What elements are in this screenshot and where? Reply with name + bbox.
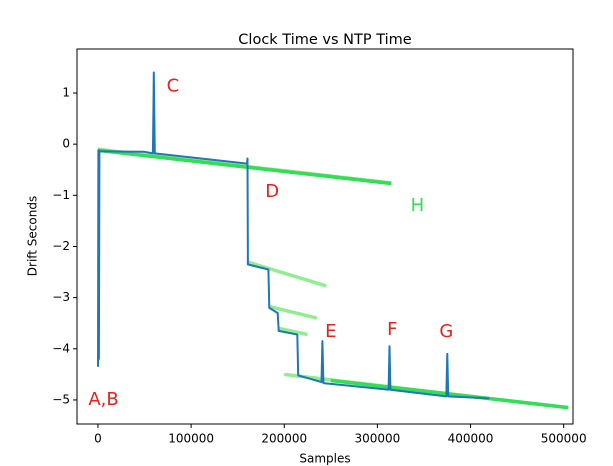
x-tick-label: 500000 (541, 432, 587, 446)
data-line (97, 71, 490, 400)
data-line (330, 378, 569, 410)
data-line (97, 148, 392, 186)
y-tick-label: 0 (62, 137, 70, 151)
chart-title: Clock Time vs NTP Time (238, 32, 411, 48)
data-line (246, 260, 327, 288)
annotation: G (439, 321, 453, 342)
x-tick-label: 200000 (261, 432, 307, 446)
data-line (267, 304, 318, 320)
x-axis-label: Samples (299, 452, 350, 466)
y-tick-label: −4 (52, 341, 70, 355)
x-tick-label: 0 (94, 432, 102, 446)
annotation: A,B (88, 389, 118, 410)
x-tick-label: 300000 (354, 432, 400, 446)
y-tick-label: −2 (52, 239, 70, 253)
y-tick-label: 1 (62, 85, 70, 99)
y-tick-label: −1 (52, 188, 70, 202)
annotation: C (167, 75, 180, 96)
annotation: H (411, 195, 425, 216)
annotation: D (265, 181, 279, 202)
data-line (278, 326, 308, 337)
plot-frame (76, 48, 574, 425)
annotation: E (325, 321, 336, 342)
y-axis-label: Drift Seconds (26, 196, 40, 276)
y-tick-label: −3 (52, 290, 70, 304)
y-tick-label: −5 (52, 392, 70, 406)
x-tick-label: 100000 (168, 432, 214, 446)
annotation: F (387, 319, 397, 340)
x-tick-label: 400000 (448, 432, 494, 446)
